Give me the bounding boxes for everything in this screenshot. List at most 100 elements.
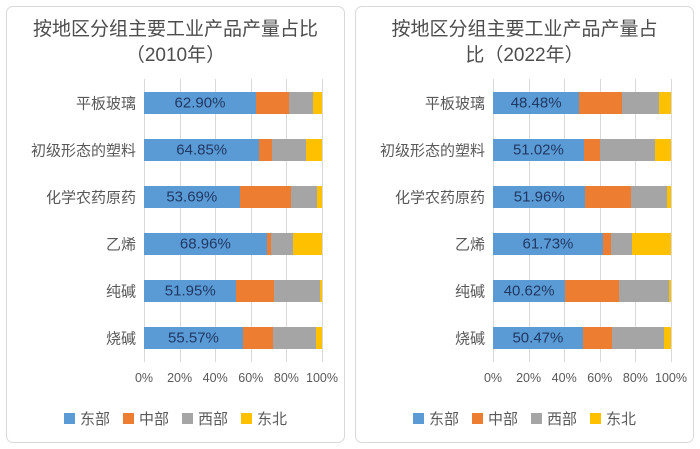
- x-tick-label: 0%: [483, 371, 503, 385]
- legend-swatch: [182, 413, 193, 424]
- bar-segment-west: [289, 91, 314, 114]
- category-label: 初级形态的塑料: [379, 142, 485, 160]
- legend-swatch: [471, 413, 483, 424]
- bar-segment-west: [611, 327, 664, 350]
- category-label: 烧碱: [454, 330, 485, 348]
- data-label: 62.90%: [174, 94, 226, 112]
- gridline: [322, 79, 323, 362]
- bar-segment-west: [631, 185, 667, 208]
- gridline: [493, 79, 494, 362]
- category-label: 化学农药原药: [45, 189, 136, 207]
- bar-row: 乙烯 61.73%: [455, 233, 671, 256]
- bar-segment-west: [622, 91, 659, 114]
- bar-segment-east: [144, 138, 260, 161]
- chart-title-line1: 按地区分组主要工业产品产量占比: [32, 19, 318, 40]
- data-label: 51.96%: [513, 188, 565, 206]
- x-axis: 0% 20% 40% 60% 80% 100%: [135, 367, 338, 387]
- bar-segment-northeast: [664, 327, 671, 350]
- legend-label: 中部: [487, 411, 518, 428]
- chart-panel-2010: 按地区分组主要工业产品产量占比 （2010年） 平板玻璃 62.90% 初级形态的塑…: [6, 6, 345, 443]
- bar-segment-west: [610, 233, 633, 256]
- bar-segment-west: [618, 280, 669, 303]
- category-label: 纯碱: [105, 283, 136, 301]
- data-label: 51.95%: [164, 282, 216, 300]
- chart-panel-2022: 按地区分组主要工业产品产量占 比（2022年） 平板玻璃 48.48% 初级形态的塑…: [355, 6, 694, 443]
- legend-swatch: [590, 413, 602, 424]
- legend-swatch: [63, 413, 75, 424]
- bar-segment-northeast: [313, 91, 322, 114]
- x-tick-label: 80%: [273, 371, 299, 385]
- gridline: [528, 79, 530, 362]
- gridline: [635, 79, 637, 362]
- legend-swatch: [412, 413, 424, 424]
- legend-item: 中部: [471, 408, 518, 429]
- bar-row: 初级形态的塑料 51.02%: [380, 138, 671, 161]
- bar-segment-central: [239, 185, 292, 208]
- bar-segment-northeast: [658, 91, 671, 114]
- bar-segment-west: [599, 138, 655, 161]
- category-label: 初级形态的塑料: [30, 142, 136, 160]
- legend-item: 东部: [412, 408, 459, 429]
- bar-segment-east: [144, 280, 237, 303]
- x-tick-label: 100%: [655, 371, 687, 385]
- legend-label: 东部: [79, 411, 110, 428]
- x-tick-label: 60%: [238, 371, 264, 385]
- bar-segment-west: [273, 280, 320, 303]
- bar-row: 烧碱 50.47%: [455, 327, 671, 350]
- bar-segment-central: [582, 327, 612, 350]
- bar-segment-northeast: [632, 233, 671, 256]
- bar-row: 烧碱 55.57%: [106, 327, 322, 350]
- bar-segment-central: [585, 185, 632, 208]
- bar-segment-west: [271, 138, 306, 161]
- bar-segment-east: [144, 185, 240, 208]
- data-label: 55.57%: [168, 329, 219, 347]
- gridline: [599, 79, 601, 362]
- bar-segment-west: [270, 233, 294, 256]
- legend-item: 西部: [531, 408, 577, 429]
- bar-row: 纯碱 51.95%: [106, 280, 322, 303]
- chart-title-2022: 按地区分组主要工业产品产量占 比（2022年）: [362, 17, 687, 68]
- data-label: 40.62%: [503, 282, 555, 300]
- x-tick-label: 100%: [306, 371, 338, 385]
- bar-row: 化学农药原药 53.69%: [46, 185, 322, 208]
- bar-segment-northeast: [319, 280, 322, 303]
- bar-segment-northeast: [654, 138, 671, 161]
- legend: 东部 中部 西部 东北: [7, 408, 344, 429]
- x-axis: 0% 20% 40% 60% 80% 100%: [484, 367, 687, 387]
- gridline: [564, 79, 566, 362]
- bar-segment-east: [493, 327, 583, 350]
- category-label: 纯碱: [454, 283, 485, 301]
- bar-segment-central: [242, 327, 273, 350]
- data-label: 64.85%: [176, 141, 228, 159]
- legend-label: 中部: [138, 411, 169, 428]
- category-label: 化学农药原药: [394, 189, 485, 207]
- legend: 东部 中部 西部 东北: [356, 408, 693, 429]
- bar-segment-central: [236, 280, 274, 303]
- bar-segment-central: [565, 280, 619, 303]
- bar-row: 初级形态的塑料 64.85%: [31, 138, 322, 161]
- bar-row: 乙烯 68.96%: [106, 233, 322, 256]
- category-label: 平板玻璃: [75, 95, 136, 113]
- x-tick-label: 20%: [167, 371, 193, 385]
- bar-row: 平板玻璃 62.90%: [76, 91, 322, 114]
- bar-segment-east: [144, 233, 267, 256]
- bar-segment-central: [583, 138, 600, 161]
- bar-segment-west: [272, 327, 316, 350]
- chart-title-line1: 按地区分组主要工业产品产量占: [391, 19, 658, 40]
- data-label: 53.69%: [166, 188, 218, 206]
- bar-segment-northeast: [305, 138, 322, 161]
- x-tick-label: 40%: [202, 371, 228, 385]
- legend-swatch: [241, 413, 253, 424]
- chart-title-line2: （2010年）: [125, 44, 226, 66]
- bar-segment-central: [579, 91, 622, 114]
- bar-row: 化学农药原药 51.96%: [395, 185, 671, 208]
- plot-area: 平板玻璃 48.48% 初级形态的塑料 51.02% 化学农药原药 51.96% 乙烯 61.…: [380, 79, 672, 362]
- legend-label: 东部: [428, 411, 459, 428]
- x-tick-label: 60%: [587, 371, 613, 385]
- bar-row: 平板玻璃 48.48%: [425, 91, 671, 114]
- bar-segment-east: [493, 138, 584, 161]
- legend-label: 西部: [547, 411, 578, 428]
- data-label: 68.96%: [179, 235, 231, 253]
- bar-segment-central: [602, 233, 611, 256]
